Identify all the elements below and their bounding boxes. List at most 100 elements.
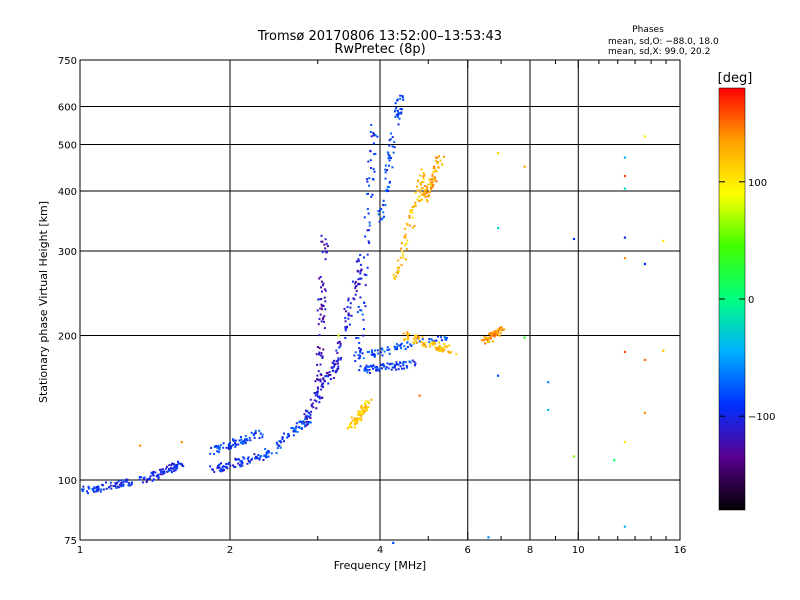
echo-point (393, 110, 396, 113)
scatter-point (139, 444, 142, 447)
echo-point (174, 465, 177, 468)
echo-point (351, 419, 354, 422)
echo-point (292, 427, 295, 430)
echo-point (401, 250, 404, 253)
echo-point (97, 486, 100, 489)
echo-point (492, 334, 495, 337)
echo-point (91, 487, 94, 490)
echo-point (241, 442, 244, 445)
echo-point (378, 367, 381, 370)
echo-point (239, 465, 242, 468)
echo-point (364, 235, 367, 238)
plot-area (79, 59, 681, 544)
echo-point (357, 413, 360, 416)
scatter-point (496, 152, 500, 155)
echo-point (381, 354, 384, 357)
echo-trace (354, 335, 448, 363)
echo-point (323, 380, 326, 383)
echo-point (423, 193, 426, 196)
echo-trace (363, 359, 417, 374)
echo-point (394, 348, 397, 351)
echo-point (353, 354, 356, 357)
echo-point (303, 425, 306, 428)
echo-point (313, 399, 316, 402)
echo-point (237, 458, 240, 461)
echo-point (412, 205, 415, 208)
echo-point (283, 432, 286, 435)
echo-point (385, 366, 388, 369)
echo-point (424, 185, 427, 188)
echo-point (258, 458, 261, 461)
echo-point (117, 480, 120, 483)
echo-point (347, 299, 350, 302)
echo-point (148, 477, 151, 480)
echo-point (344, 320, 347, 323)
echo-point (502, 328, 505, 331)
echo-point (150, 471, 153, 474)
echo-point (383, 215, 386, 218)
echo-point (175, 465, 178, 468)
echo-point (500, 326, 503, 329)
echo-point (348, 314, 351, 317)
echo-point (443, 348, 446, 351)
echo-point (91, 489, 94, 492)
echo-point (487, 336, 490, 339)
echo-point (419, 190, 422, 193)
echo-point (242, 440, 245, 443)
echo-point (333, 359, 336, 362)
echo-point (408, 214, 411, 217)
echo-point (283, 440, 286, 443)
echo-point (294, 430, 297, 433)
echo-point (385, 190, 388, 193)
echo-point (405, 248, 408, 251)
echo-point (287, 433, 290, 436)
echo-point (365, 274, 368, 277)
echo-point (387, 156, 390, 159)
echo-point (331, 367, 334, 370)
phases-box: Phases mean, sd,O: −88.0, 18.0 mean, sd,… (608, 25, 719, 57)
echo-point (356, 417, 359, 420)
echo-point (404, 233, 407, 236)
echo-point (429, 178, 432, 181)
echo-point (363, 407, 366, 410)
echo-point (318, 334, 321, 337)
echo-point (371, 351, 374, 354)
echo-point (218, 463, 221, 466)
echo-point (359, 418, 362, 421)
echo-point (390, 157, 393, 160)
echo-point (362, 357, 365, 360)
echo-point (406, 341, 409, 344)
echo-point (325, 242, 328, 245)
echo-point (120, 479, 123, 482)
echo-point (323, 327, 326, 330)
echo-point (396, 346, 399, 349)
echo-point (302, 420, 305, 423)
echo-point (232, 443, 235, 446)
echo-point (373, 133, 376, 136)
echo-point (322, 316, 325, 319)
echo-point (151, 479, 154, 482)
echo-point (386, 348, 389, 351)
scatter-point (643, 262, 647, 266)
echo-point (317, 370, 320, 373)
echo-point (227, 446, 230, 449)
scatter-point (623, 156, 627, 159)
echo-point (318, 395, 321, 398)
echo-point (262, 458, 265, 461)
echo-point (444, 337, 447, 340)
scatter-point (662, 349, 665, 352)
echo-point (175, 463, 178, 466)
echo-point (394, 102, 397, 105)
scatter-point (523, 336, 526, 339)
echo-point (495, 331, 498, 334)
echo-point (240, 438, 243, 441)
echo-point (395, 271, 398, 274)
echo-point (304, 416, 307, 419)
echo-point (170, 471, 173, 474)
echo-point (353, 418, 356, 421)
echo-point (290, 427, 293, 430)
echo-point (418, 195, 421, 198)
echo-point (357, 282, 360, 285)
echo-point (245, 438, 248, 441)
echo-point (320, 320, 323, 323)
